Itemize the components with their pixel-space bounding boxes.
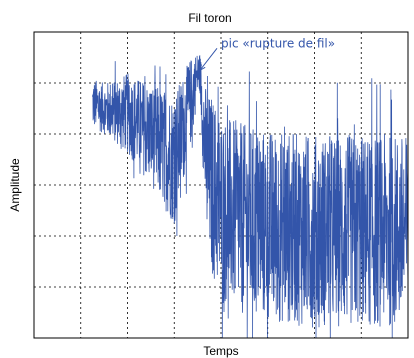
signal-line (92, 55, 409, 339)
annotation: pic «rupture de fil» (199, 36, 335, 72)
x-axis-label: Temps (203, 344, 238, 358)
y-axis-label: Amplitude (8, 158, 22, 212)
chart-title: Fil toron (188, 11, 231, 25)
annotation-arrow-0 (199, 47, 218, 71)
annotation-label-0: pic «rupture de fil» (221, 36, 335, 50)
plot-area (92, 55, 409, 339)
plot-frame (33, 31, 409, 339)
annotation-arrowhead-0 (199, 64, 206, 72)
